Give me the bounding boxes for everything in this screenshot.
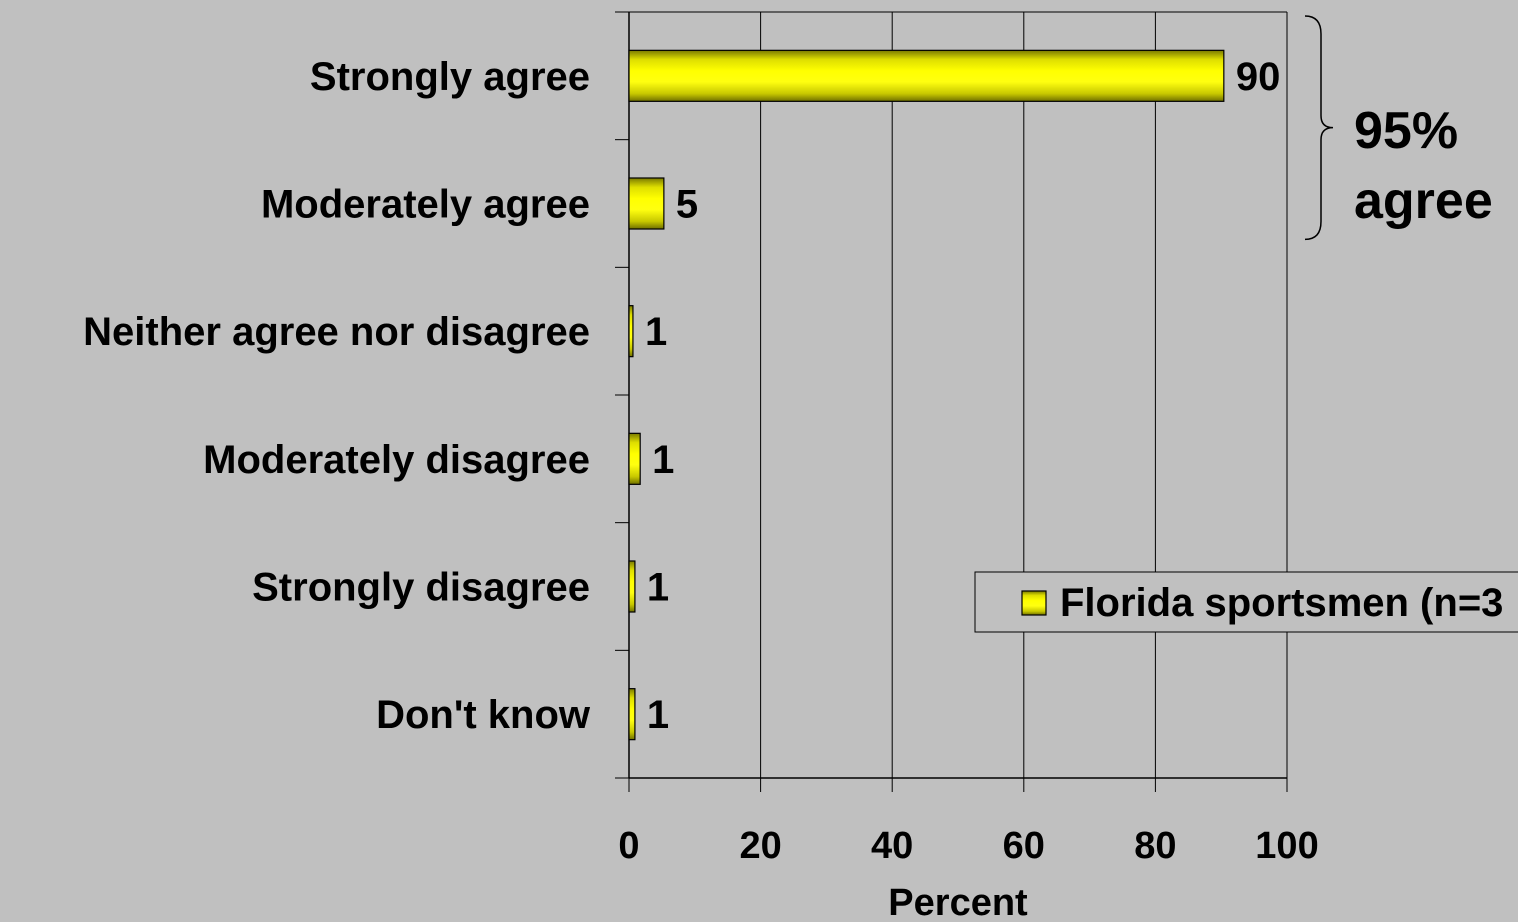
x-tick-label-40: 40 xyxy=(871,825,913,867)
axes xyxy=(615,11,1288,792)
legend-box xyxy=(974,571,1518,633)
gridlines xyxy=(760,12,1288,778)
bar-1 xyxy=(628,177,665,230)
data-label-0: 90 xyxy=(1236,55,1281,99)
bar-0 xyxy=(628,49,1225,102)
x-tick-label-0: 0 xyxy=(618,825,639,867)
annotation-brace xyxy=(1304,15,1334,241)
bar-3 xyxy=(628,432,641,485)
x-tick-label-20: 20 xyxy=(739,825,781,867)
x-tick-label-80: 80 xyxy=(1134,825,1176,867)
bar-2 xyxy=(628,305,634,358)
x-tick-label-100: 100 xyxy=(1255,825,1318,867)
legend-swatch xyxy=(1021,590,1047,616)
bars xyxy=(628,49,1225,741)
category-label-3: Moderately disagree xyxy=(203,438,590,482)
labels: 0 20 40 60 80 100 Percent Strongly agree 90 Moder… xyxy=(83,55,1319,922)
legend: Florida sportsmen (n=3 xyxy=(974,571,1518,633)
annotation: 95% agree xyxy=(1304,15,1493,241)
category-label-4: Strongly disagree xyxy=(252,566,590,610)
data-label-2: 1 xyxy=(645,310,667,354)
annotation-line-1: 95% xyxy=(1354,102,1458,160)
bar-4 xyxy=(628,560,636,613)
category-label-0: Strongly agree xyxy=(310,55,590,99)
legend-label: Florida sportsmen (n=3 xyxy=(1060,581,1503,625)
data-label-4: 1 xyxy=(647,566,669,610)
x-tick-label-60: 60 xyxy=(1003,825,1045,867)
data-label-1: 5 xyxy=(676,183,698,227)
category-label-1: Moderately agree xyxy=(261,183,590,227)
category-label-2: Neither agree nor disagree xyxy=(83,310,590,354)
category-label-5: Don't know xyxy=(376,693,591,737)
annotation-line-2: agree xyxy=(1354,172,1493,230)
x-axis-title: Percent xyxy=(888,882,1028,922)
data-label-5: 1 xyxy=(647,693,669,737)
data-label-3: 1 xyxy=(652,438,674,482)
bar-5 xyxy=(628,688,636,741)
